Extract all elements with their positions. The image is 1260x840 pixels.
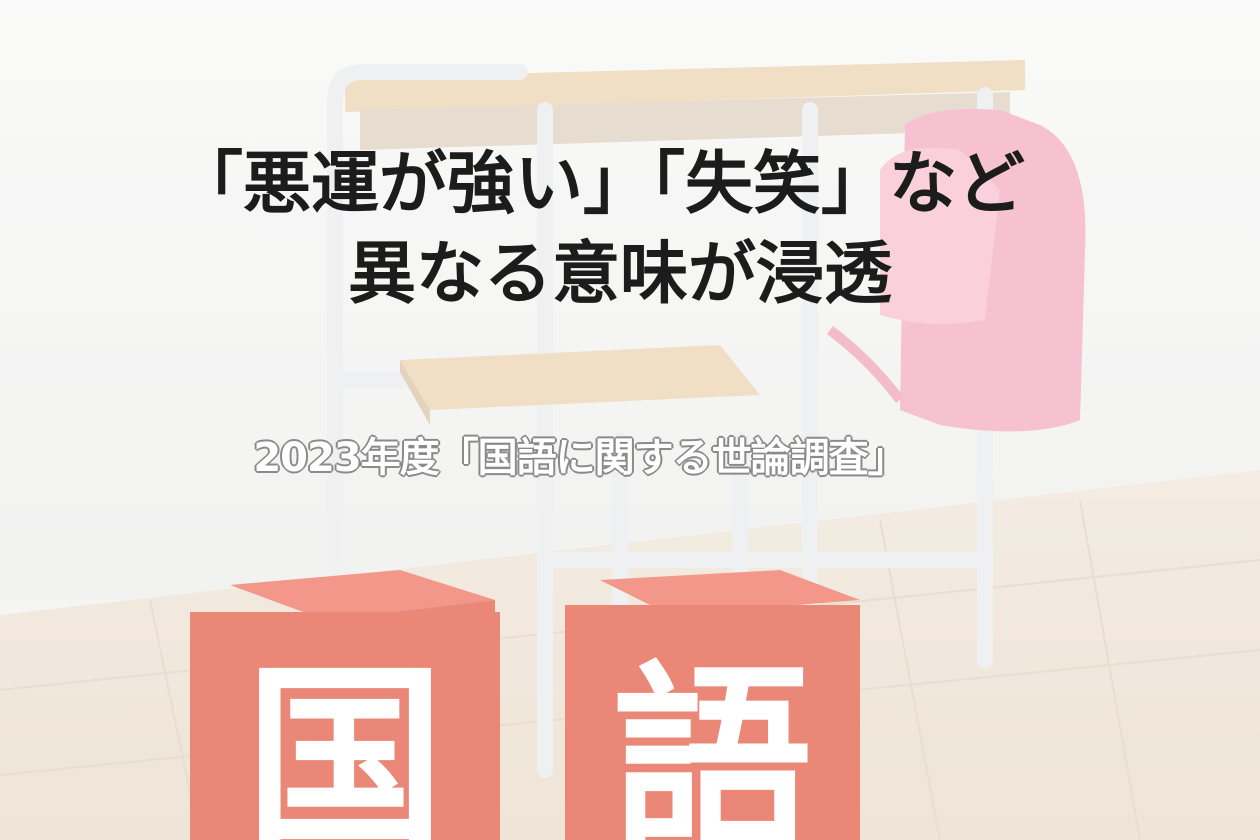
block-kokugo-1 bbox=[190, 570, 500, 840]
block-char-1: 国 bbox=[245, 643, 445, 840]
headline-line-2: 異なる意味が浸透 bbox=[347, 235, 892, 314]
backpack-randoseru bbox=[826, 109, 1086, 432]
subtitle: 2023年度「国語に関する世論調査」 bbox=[253, 435, 907, 481]
block-kokugo-2 bbox=[565, 570, 860, 840]
desk-top bbox=[345, 60, 1025, 112]
block-char-2: 語 bbox=[612, 643, 812, 840]
desk-drawer bbox=[360, 92, 1010, 150]
headline-line-1: 「悪運が強い」「失笑」など bbox=[174, 145, 1025, 224]
headline: 「悪運が強い」「失笑」など 異なる意味が浸透 bbox=[0, 140, 1260, 320]
chair-seat bbox=[400, 345, 760, 410]
